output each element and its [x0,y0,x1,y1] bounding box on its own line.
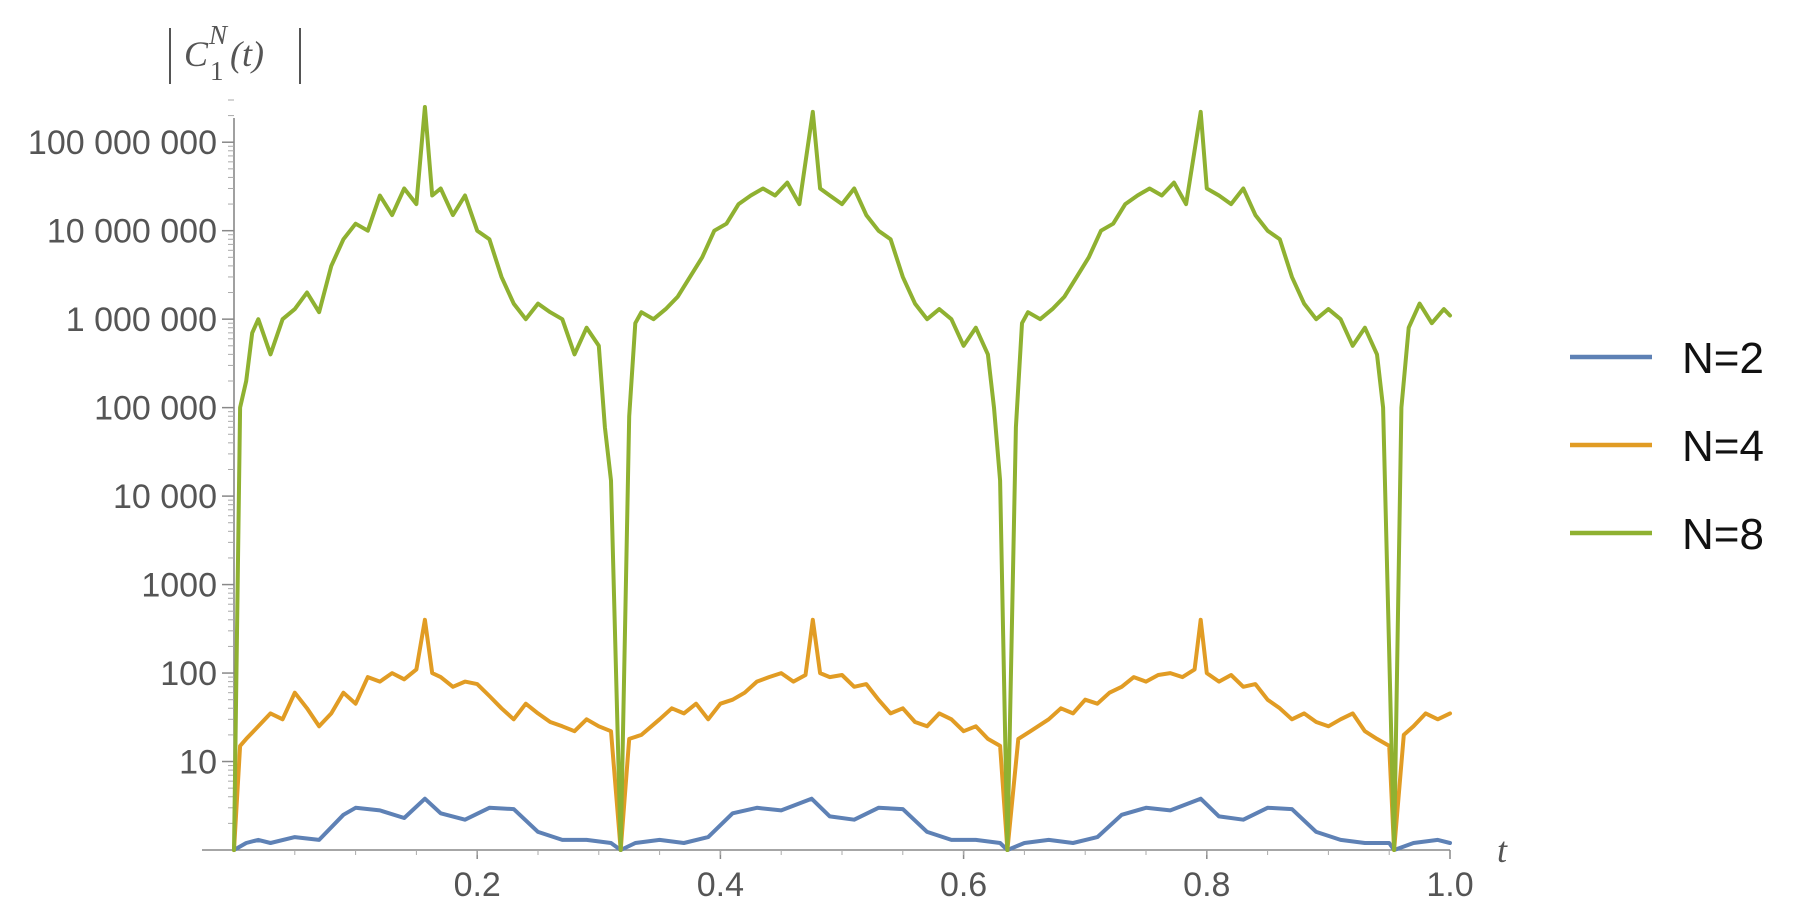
x-ticks: 0.2 0.4 0.6 0.8 1.0 [294,850,1474,904]
x-tick-label: 0.2 [454,866,501,904]
y-tick-label: 1000 [141,567,217,605]
y-tick-label: 10 000 [113,478,217,516]
series-line-N8 [232,105,1452,852]
legend: N=2 N=4 N=8 [1570,334,1764,559]
x-tick-label: 0.8 [1183,866,1230,904]
y-axis-label-sup: N [208,20,229,50]
y-axis-label: C N 1 (t) [169,20,301,86]
y-tick-label: 100 000 [94,390,217,428]
y-tick-label: 100 [160,655,217,693]
y-tick-label: 100 000 000 [28,124,217,162]
y-axis-label-sub: 1 [210,56,224,86]
x-tick-label: 0.6 [940,866,987,904]
series-line-N4 [232,617,1452,852]
y-tick-label: 1 000 000 [66,301,217,339]
y-axis-label-base: C [184,34,209,74]
y-tick-label: 10 000 000 [47,213,217,251]
legend-label: N=8 [1682,510,1764,559]
series-line-N2 [232,796,1452,852]
y-tick-label: 10 [179,744,217,782]
y-ticks: 10 100 1000 10 000 100 000 1 000 000 10 000 00… [28,99,234,824]
x-tick-label: 0.4 [697,866,744,904]
x-axis-label: t [1497,830,1508,870]
legend-label: N=4 [1682,422,1764,471]
x-tick-label: 1.0 [1426,866,1473,904]
legend-label: N=2 [1682,334,1764,383]
y-axis-label-arg: (t) [230,34,264,74]
series-lines [232,105,1452,852]
